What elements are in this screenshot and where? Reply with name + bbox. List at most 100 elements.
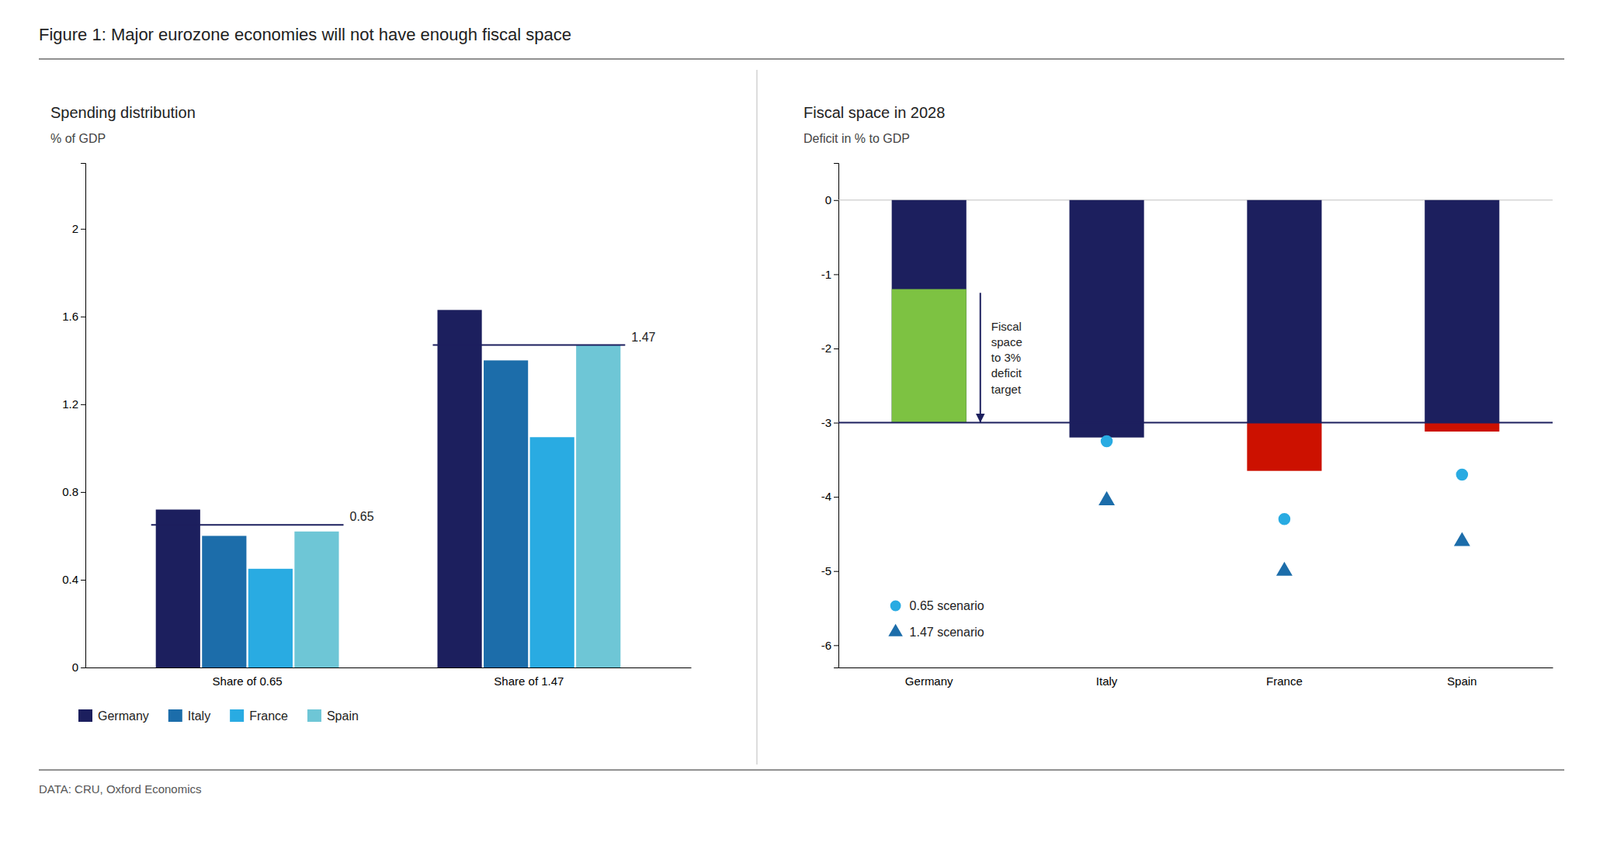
bar-series	[294, 345, 621, 668]
reference-label: 0.65	[350, 510, 375, 524]
y-tick-mark	[833, 496, 839, 498]
y-tick: -3	[821, 416, 839, 430]
y-tick-mark	[80, 667, 86, 669]
y-tick-label: 2	[72, 222, 79, 236]
y-tick-label: 1.6	[62, 309, 79, 323]
x-axis-line	[86, 667, 692, 669]
y-tick: 1.2	[62, 397, 86, 411]
annotation-line: to 3%	[991, 350, 1021, 365]
y-axis: 0 0.4 0.8 1.2 1.6 2	[62, 163, 86, 675]
legend: Germany Italy France Spain	[78, 709, 359, 723]
y-tick: -6	[821, 638, 839, 653]
y-tick-label: 0.4	[62, 572, 79, 587]
legend-label: Germany	[97, 709, 150, 723]
scatter-series	[1100, 435, 1469, 526]
bar	[530, 437, 575, 668]
reference-line	[151, 524, 344, 526]
legend-swatch	[229, 709, 244, 722]
bar-series	[891, 200, 1500, 438]
bar	[248, 569, 293, 668]
y-tick-mark	[833, 645, 839, 646]
bar	[1246, 200, 1322, 424]
y-tick-label: 0	[825, 193, 832, 207]
legend-symbol	[888, 624, 903, 637]
x-tick: Share of 0.65	[212, 674, 283, 688]
legend-swatch	[307, 709, 322, 722]
x-tick: Italy	[1096, 674, 1118, 688]
chart-panel: 0 0.4 0.8 1.2 1.6 2 Share of 0.65Share of 1.47…	[50, 104, 692, 723]
plot-marks	[151, 309, 626, 668]
bar-series	[156, 309, 483, 668]
legend-item: France	[229, 709, 289, 723]
legend-item: Spain	[307, 709, 359, 723]
y-tick-mark	[833, 571, 839, 573]
y-tick-label: 1.2	[62, 397, 79, 411]
scatter-point	[1456, 468, 1469, 482]
bar	[576, 345, 621, 668]
source: DATA: CRU, Oxford Economics	[38, 782, 202, 796]
y-tick: 0.4	[62, 572, 86, 587]
y-tick-label: -5	[821, 564, 832, 578]
scatter-point	[1454, 531, 1471, 546]
x-tick: France	[1266, 674, 1303, 688]
x-tick: Germany	[905, 674, 954, 688]
chart-subtitle: Deficit in % to GDP	[803, 131, 910, 146]
y-tick-mark	[80, 404, 86, 406]
x-tick-label: Spain	[1447, 674, 1477, 688]
x-tick-label: Germany	[905, 674, 954, 688]
legend-item: 0.65 scenario	[890, 599, 985, 613]
bar	[891, 200, 967, 424]
legend-label: Spain	[326, 709, 359, 723]
chart-title: Spending distribution	[50, 104, 196, 122]
bottom-rule	[38, 770, 1565, 771]
legend-label: France	[249, 709, 289, 723]
floating-bar	[1246, 423, 1322, 472]
y-tick: 1.6	[62, 309, 86, 323]
x-tick-label: France	[1266, 674, 1303, 688]
x-tick-label: Italy	[1096, 674, 1118, 688]
floating-bar	[891, 289, 967, 424]
x-axis-line	[839, 667, 1554, 669]
bar	[156, 510, 201, 668]
legend-label: Italy	[187, 709, 211, 723]
y-tick-label: -1	[821, 267, 832, 282]
y-axis-line	[80, 163, 87, 669]
reference-line	[838, 422, 1553, 424]
y-tick-label: -6	[821, 638, 832, 653]
bar	[1069, 200, 1145, 438]
legend-label: 0.65 scenario	[909, 599, 985, 613]
bar-series	[891, 289, 967, 424]
plot-marks	[838, 200, 1553, 577]
legend-item: 1.47 scenario	[888, 624, 984, 639]
annotation-line: deficit	[991, 366, 1023, 380]
legend-label: 1.47 scenario	[909, 625, 985, 639]
annotation-line: Fiscal	[991, 319, 1022, 334]
y-tick: -5	[821, 564, 839, 578]
legend-swatch	[78, 709, 93, 722]
y-tick: -2	[821, 341, 839, 355]
bar	[483, 360, 528, 668]
y-tick: -1	[821, 267, 839, 282]
floating-bar	[1424, 423, 1500, 432]
reference-line	[432, 344, 625, 347]
y-tick: 0.8	[62, 485, 86, 499]
y-tick-mark	[80, 229, 86, 230]
y-tick: 0	[825, 193, 839, 207]
y-tick-mark	[833, 423, 839, 424]
bar-series	[1246, 423, 1500, 472]
y-tick-label: -3	[821, 416, 832, 430]
bar-series	[248, 437, 575, 668]
y-tick-mark	[80, 316, 86, 318]
annotation-line: target	[991, 382, 1022, 396]
x-tick-label: Share of 0.65	[212, 674, 283, 688]
bar-series	[201, 360, 528, 668]
scatter-series	[1098, 491, 1471, 577]
bar	[1424, 200, 1500, 424]
annotation-text: Fiscalspaceto 3%deficittarget	[991, 319, 1023, 396]
bar	[294, 531, 339, 668]
panel-separator	[756, 69, 758, 765]
scatter-point	[1278, 513, 1292, 526]
x-tick: Spain	[1447, 674, 1477, 688]
y-tick-label: 0	[72, 660, 79, 674]
x-axis: Share of 0.65Share of 1.47	[86, 668, 692, 688]
